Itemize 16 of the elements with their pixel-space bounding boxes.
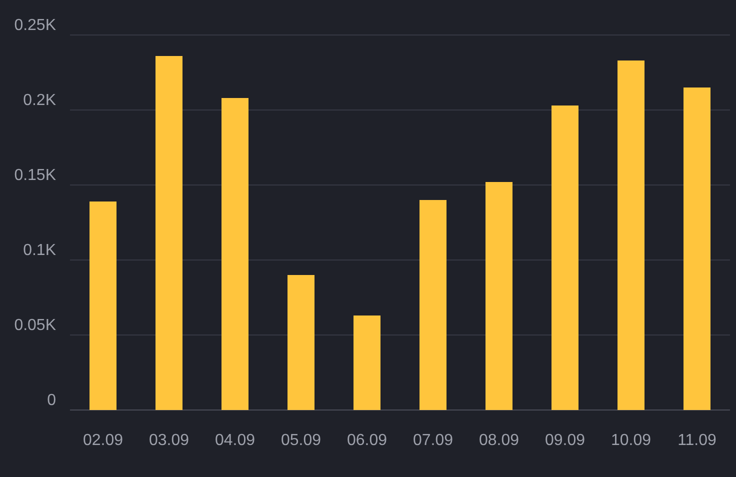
- y-tick-label: 0.15K: [14, 167, 56, 184]
- x-tick-label: 10.09: [610, 432, 652, 449]
- x-tick-label: 07.09: [412, 432, 454, 449]
- x-tick-label: 03.09: [148, 432, 190, 449]
- x-tick-label: 04.09: [214, 432, 256, 449]
- y-tick-label: 0.1K: [23, 242, 56, 260]
- y-tick-label: 0.2K: [23, 92, 56, 110]
- x-tick-label: 08.09: [478, 432, 520, 449]
- x-tick-label: 06.09: [346, 432, 388, 449]
- y-tick-label: 0: [47, 392, 56, 410]
- y-tick-label: 0.05K: [14, 317, 56, 334]
- x-tick-label: 11.09: [678, 432, 717, 449]
- x-tick-label: 02.09: [82, 432, 124, 449]
- y-tick-label: 0.25K: [14, 17, 56, 34]
- x-tick-label: 05.09: [280, 432, 322, 449]
- x-tick-label: 09.09: [544, 432, 586, 449]
